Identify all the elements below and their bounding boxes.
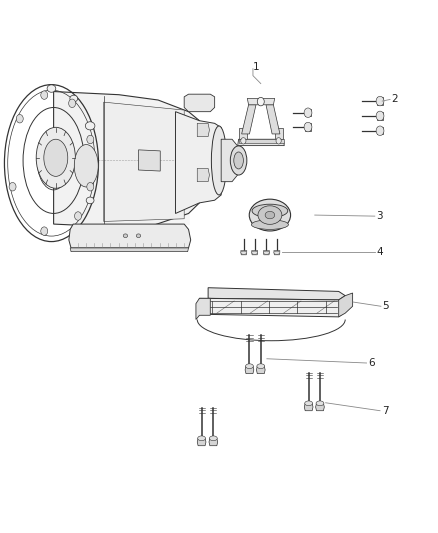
Polygon shape (245, 366, 254, 374)
Polygon shape (197, 168, 209, 182)
Polygon shape (241, 251, 247, 255)
Polygon shape (275, 127, 283, 139)
Ellipse shape (230, 146, 247, 175)
Polygon shape (274, 251, 280, 255)
Ellipse shape (234, 152, 244, 169)
Ellipse shape (257, 364, 265, 368)
Polygon shape (197, 438, 206, 446)
Circle shape (241, 138, 246, 144)
Ellipse shape (258, 206, 282, 224)
Polygon shape (378, 127, 383, 134)
Text: 7: 7 (382, 406, 389, 416)
Ellipse shape (86, 197, 94, 204)
Ellipse shape (70, 95, 78, 102)
Ellipse shape (136, 234, 141, 238)
Polygon shape (69, 224, 191, 248)
Ellipse shape (47, 85, 56, 92)
Circle shape (257, 98, 264, 106)
Ellipse shape (85, 122, 95, 130)
Polygon shape (199, 298, 345, 317)
Polygon shape (196, 298, 210, 319)
Circle shape (376, 96, 384, 106)
Ellipse shape (252, 204, 288, 217)
Ellipse shape (198, 436, 205, 441)
Circle shape (304, 108, 312, 117)
Polygon shape (304, 403, 313, 411)
Polygon shape (305, 123, 311, 131)
Ellipse shape (265, 212, 275, 219)
Circle shape (87, 135, 94, 144)
Polygon shape (256, 366, 265, 374)
Polygon shape (197, 123, 209, 136)
Ellipse shape (241, 251, 247, 254)
Circle shape (376, 111, 384, 120)
Circle shape (276, 138, 281, 144)
Ellipse shape (74, 144, 98, 187)
Ellipse shape (305, 401, 313, 406)
Ellipse shape (209, 436, 217, 441)
Circle shape (16, 115, 23, 123)
Polygon shape (184, 94, 215, 112)
Ellipse shape (263, 251, 269, 254)
Polygon shape (238, 139, 284, 146)
Polygon shape (378, 112, 383, 119)
Circle shape (87, 182, 94, 191)
Text: 3: 3 (377, 211, 383, 221)
Polygon shape (247, 99, 275, 105)
Polygon shape (104, 102, 184, 221)
Polygon shape (239, 139, 284, 143)
Polygon shape (252, 251, 258, 255)
Text: 1: 1 (253, 62, 260, 72)
Ellipse shape (36, 127, 75, 188)
Polygon shape (316, 403, 324, 411)
Circle shape (41, 91, 48, 99)
Polygon shape (240, 127, 247, 139)
Ellipse shape (316, 401, 324, 406)
Ellipse shape (212, 126, 226, 195)
Circle shape (304, 122, 312, 132)
Polygon shape (176, 112, 221, 214)
Ellipse shape (123, 234, 127, 238)
Polygon shape (266, 105, 280, 134)
Ellipse shape (252, 251, 258, 254)
Ellipse shape (44, 139, 68, 176)
Text: 4: 4 (377, 247, 383, 257)
Ellipse shape (274, 251, 280, 254)
Polygon shape (138, 150, 160, 171)
Polygon shape (339, 293, 353, 317)
Ellipse shape (251, 220, 288, 229)
Ellipse shape (246, 364, 253, 368)
Polygon shape (242, 105, 256, 134)
Circle shape (74, 212, 81, 220)
Text: 5: 5 (383, 301, 389, 311)
Polygon shape (221, 139, 239, 182)
Circle shape (69, 99, 76, 108)
Polygon shape (263, 251, 269, 255)
Circle shape (41, 227, 48, 236)
Ellipse shape (249, 199, 290, 231)
Polygon shape (305, 109, 311, 116)
Polygon shape (378, 98, 383, 105)
Text: 6: 6 (368, 358, 375, 368)
Circle shape (376, 126, 384, 135)
Polygon shape (208, 288, 345, 300)
Polygon shape (209, 438, 218, 446)
Polygon shape (70, 248, 188, 252)
Polygon shape (53, 92, 199, 227)
Text: 2: 2 (391, 94, 398, 104)
Circle shape (9, 182, 16, 191)
